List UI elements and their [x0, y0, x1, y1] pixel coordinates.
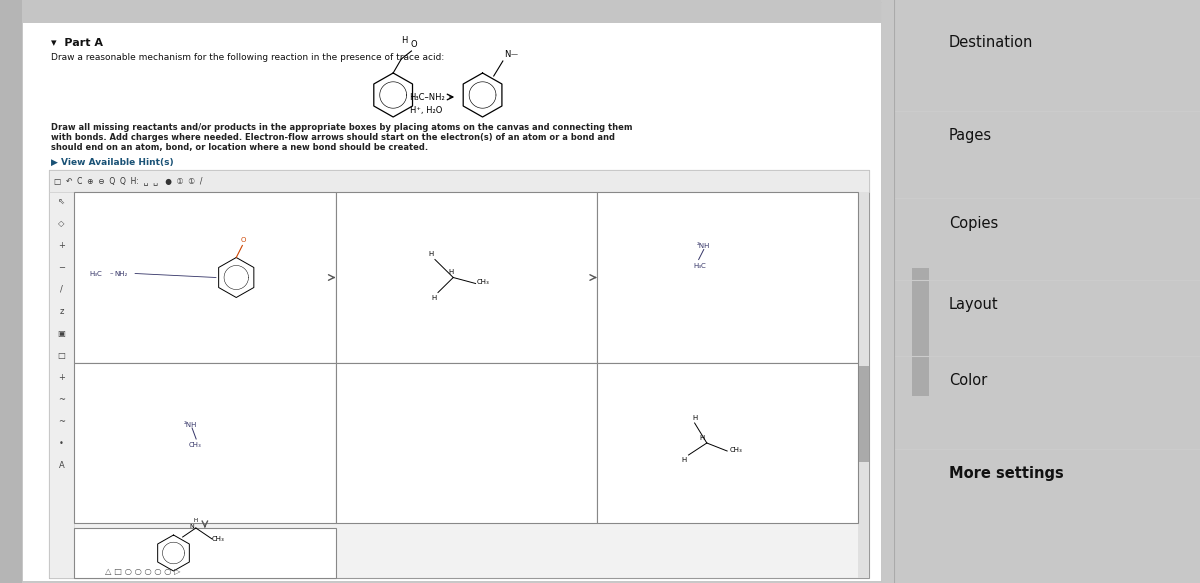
Text: CH₃: CH₃: [190, 442, 202, 448]
Bar: [912, 268, 929, 396]
Text: Draw all missing reactants and/or products in the appropriate boxes by placing a: Draw all missing reactants and/or produc…: [50, 123, 632, 132]
Text: H: H: [448, 269, 454, 275]
Text: H: H: [431, 296, 437, 301]
Text: A: A: [59, 461, 65, 470]
Text: H⁺, H₂O: H⁺, H₂O: [410, 106, 443, 115]
Bar: [858, 192, 869, 578]
Text: •: •: [59, 439, 64, 448]
Text: ▶ View Available Hint(s): ▶ View Available Hint(s): [50, 158, 174, 167]
Text: Color: Color: [949, 373, 988, 388]
Text: ~: ~: [58, 417, 65, 426]
Text: H₃C–NH₂: H₃C–NH₂: [409, 93, 444, 102]
Bar: [336, 363, 598, 523]
Text: ²NH: ²NH: [697, 244, 710, 250]
Text: H: H: [682, 457, 688, 463]
Bar: [336, 192, 598, 363]
Text: −: −: [58, 263, 65, 272]
Text: Pages: Pages: [949, 128, 992, 143]
Bar: [598, 363, 858, 523]
Text: H: H: [700, 435, 704, 441]
Text: O: O: [410, 40, 418, 49]
Text: NH₂: NH₂: [115, 271, 128, 276]
Text: ²NH: ²NH: [184, 422, 197, 428]
Text: –: –: [109, 271, 113, 276]
Text: □: □: [58, 351, 66, 360]
Bar: [49, 170, 869, 578]
Text: CH₃: CH₃: [476, 279, 490, 286]
Text: H: H: [401, 36, 408, 45]
Text: z: z: [59, 307, 64, 316]
Bar: [49, 192, 74, 578]
Text: H: H: [193, 518, 198, 523]
Text: ⇖: ⇖: [58, 197, 65, 206]
Bar: [23, 0, 881, 23]
Bar: [858, 366, 869, 462]
Text: ▾  Part A: ▾ Part A: [50, 38, 103, 48]
Bar: [0, 0, 23, 583]
Text: —: —: [511, 51, 518, 57]
Text: More settings: More settings: [949, 466, 1064, 482]
Text: H: H: [692, 415, 697, 421]
Text: Draw a reasonable mechanism for the following reaction in the presence of trace : Draw a reasonable mechanism for the foll…: [50, 53, 444, 62]
Text: ▣: ▣: [58, 329, 66, 338]
Text: +: +: [58, 241, 65, 250]
Bar: [74, 192, 336, 363]
Text: □  ↶  C  ⊕  ⊖  Q  Q  H:  ␣  ␣   ●  ①  ①  /: □ ↶ C ⊕ ⊖ Q Q H: ␣ ␣ ● ① ① /: [54, 177, 203, 185]
Bar: [74, 363, 336, 523]
Text: Destination: Destination: [949, 35, 1033, 50]
Bar: [598, 192, 858, 363]
Text: H: H: [428, 251, 433, 258]
Text: with bonds. Add charges where needed. Electron-flow arrows should start on the e: with bonds. Add charges where needed. El…: [50, 133, 614, 142]
Text: ~: ~: [58, 395, 65, 404]
Text: CH₃: CH₃: [212, 536, 224, 542]
Bar: [49, 170, 869, 192]
Text: Copies: Copies: [949, 216, 998, 231]
Text: H₃C: H₃C: [694, 262, 707, 269]
Text: N: N: [504, 50, 510, 59]
Text: O: O: [240, 237, 246, 243]
Text: H₃C: H₃C: [89, 271, 102, 276]
Text: ◇: ◇: [59, 219, 65, 228]
Text: CH₃: CH₃: [730, 447, 742, 453]
Text: should end on an atom, bond, or location where a new bond should be created.: should end on an atom, bond, or location…: [50, 143, 428, 152]
Text: N: N: [190, 524, 194, 529]
Text: △ □ ○ ○ ○ ○ ○ ▷: △ □ ○ ○ ○ ○ ○ ▷: [104, 567, 180, 576]
Bar: [74, 528, 336, 578]
Text: /: /: [60, 285, 62, 294]
Text: Layout: Layout: [949, 297, 998, 312]
Text: +: +: [58, 373, 65, 382]
